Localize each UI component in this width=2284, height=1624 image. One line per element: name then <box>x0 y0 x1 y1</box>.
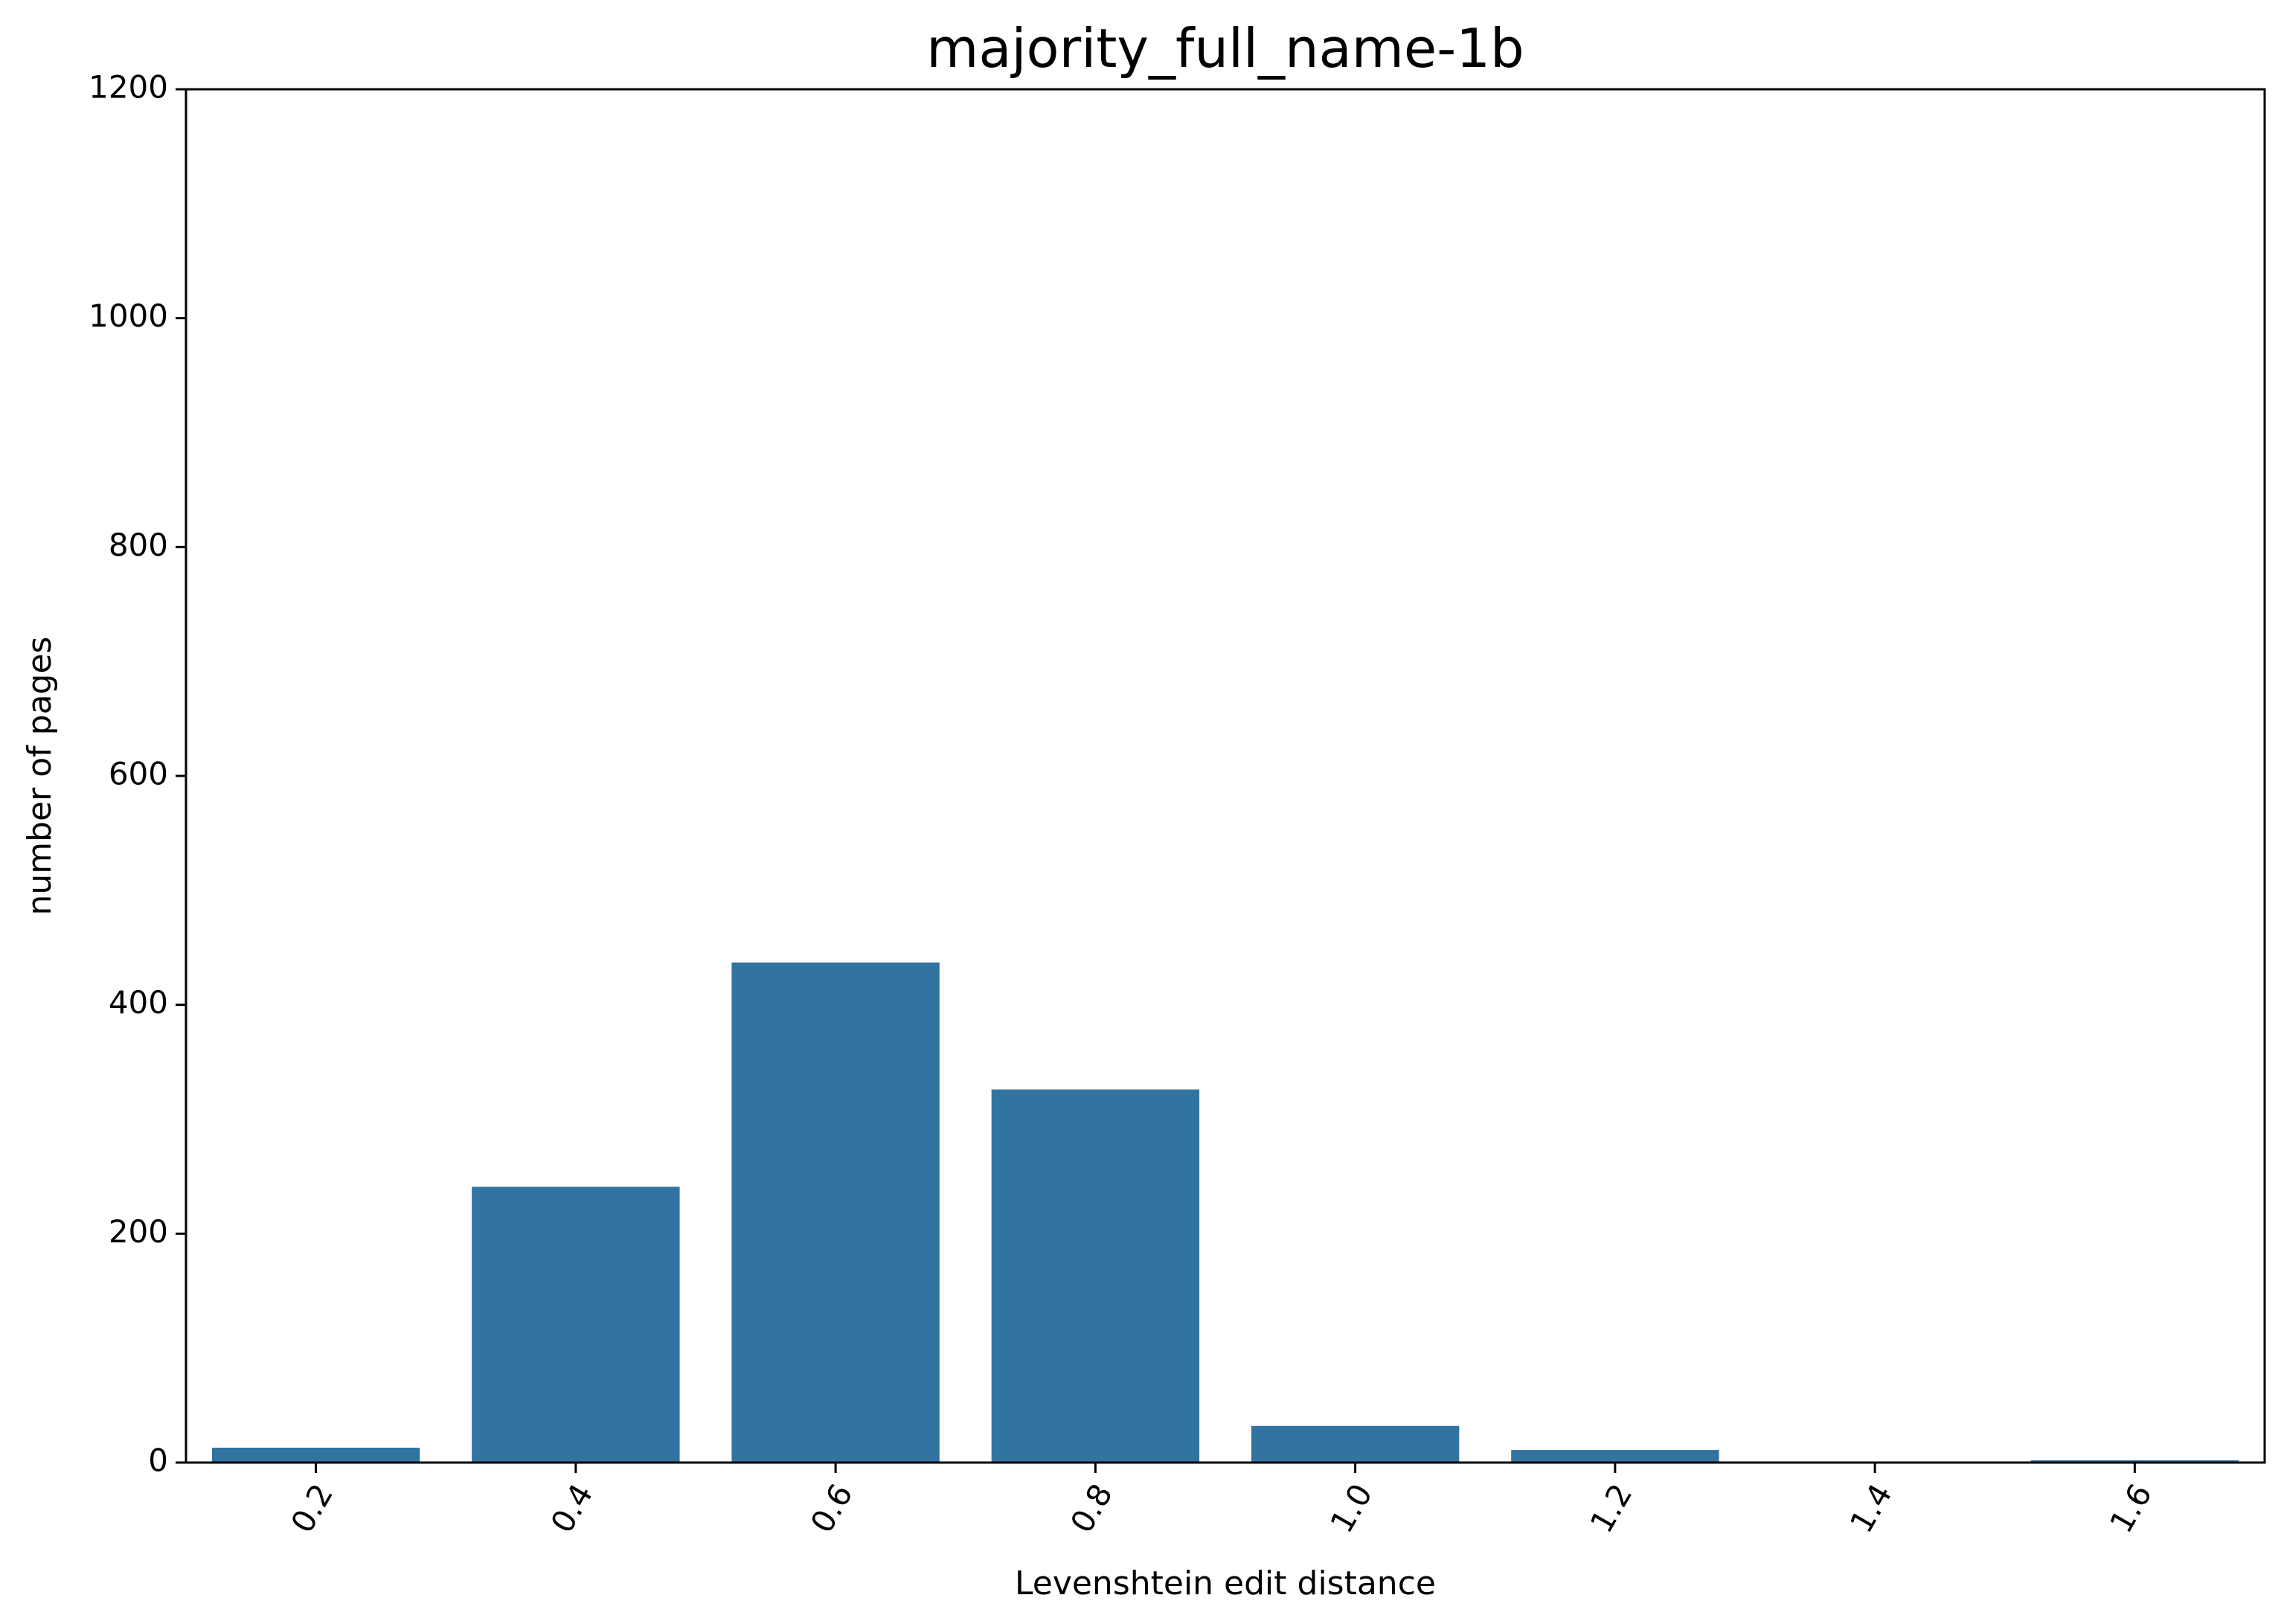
bar-0.2 <box>211 1448 420 1463</box>
bar-1.6 <box>2030 1460 2239 1463</box>
x-tick-label: 1.0 <box>1323 1477 1379 1538</box>
y-tick-label: 1000 <box>89 298 168 334</box>
y-tick-label: 0 <box>148 1442 168 1479</box>
y-tick-label: 600 <box>109 756 168 792</box>
x-tick-label: 0.6 <box>803 1477 860 1538</box>
x-tick-label: 1.4 <box>1843 1477 1899 1538</box>
y-axis: 0 200 400 600 800 1000 1200 <box>89 69 186 1479</box>
x-axis-label: Levenshtein edit distance <box>1015 1564 1436 1602</box>
bar-1.0 <box>1251 1425 1460 1463</box>
x-tick-label: 0.4 <box>544 1477 600 1538</box>
y-tick-label: 800 <box>109 527 168 563</box>
x-tick-label: 1.2 <box>1583 1477 1640 1538</box>
y-tick-label: 1200 <box>89 69 168 106</box>
bar-0.8 <box>991 1089 1200 1463</box>
bar-1.2 <box>1511 1450 1719 1463</box>
y-tick-label: 400 <box>109 984 168 1021</box>
bar-0.6 <box>731 962 940 1463</box>
y-axis-label: number of pages <box>21 637 59 916</box>
chart-title: majority_full_name-1b <box>926 17 1524 80</box>
x-tick-label: 1.6 <box>2102 1477 2159 1538</box>
y-tick-label: 200 <box>109 1213 168 1250</box>
bar-0.4 <box>472 1187 680 1463</box>
bars-layer <box>211 962 2239 1463</box>
x-axis: 0.2 0.4 0.6 0.8 1.0 1.2 1.4 1.6 <box>283 1463 2159 1539</box>
x-tick-label: 0.8 <box>1063 1477 1120 1538</box>
x-tick-label: 0.2 <box>283 1477 340 1538</box>
